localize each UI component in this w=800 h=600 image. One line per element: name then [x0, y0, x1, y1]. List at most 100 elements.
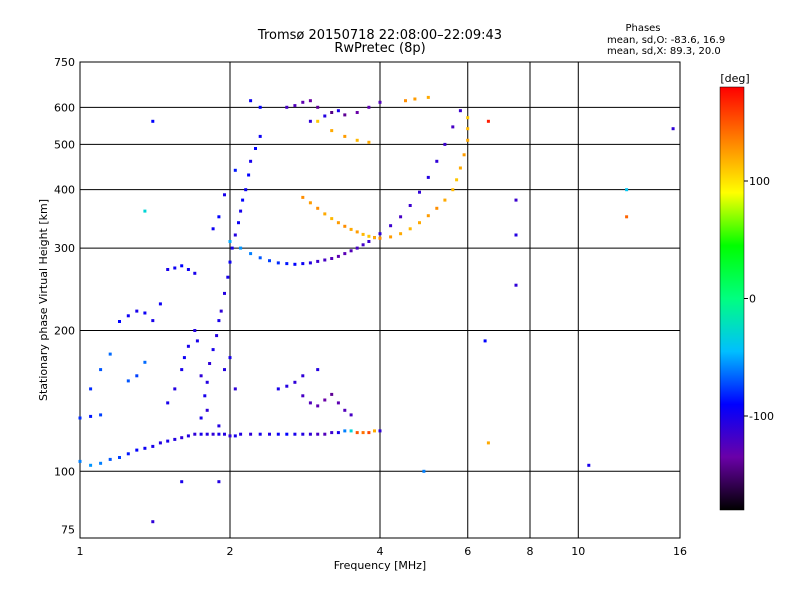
echo-point [330, 129, 334, 133]
stats-heading: Phases [625, 23, 660, 34]
echo-point [217, 424, 221, 428]
echo-point [193, 432, 197, 436]
echo-point [671, 127, 675, 131]
echo-point [435, 159, 439, 163]
echo-point [78, 459, 82, 463]
echo-point [195, 339, 199, 343]
echo-point [336, 401, 340, 405]
echo-point [239, 246, 243, 250]
echo-point [182, 356, 186, 360]
echo-point [99, 413, 103, 417]
x-tick-label: 1 [77, 545, 84, 558]
echo-point [373, 429, 376, 433]
echo-point [173, 266, 177, 270]
echo-point [223, 193, 226, 197]
echo-point [323, 432, 327, 436]
echo-point [89, 414, 93, 418]
y-tick-label: 100 [54, 465, 75, 478]
echo-point [378, 232, 382, 236]
echo-point [166, 439, 170, 443]
echo-point [316, 119, 320, 123]
echo-point [426, 95, 430, 99]
echo-point [230, 246, 234, 250]
echo-point [233, 168, 237, 172]
y-tick-label: 200 [54, 324, 75, 337]
echo-point [308, 432, 312, 436]
echo-point [268, 432, 271, 436]
echo-point [316, 206, 320, 210]
echo-point [135, 374, 139, 378]
echo-point [418, 221, 421, 225]
echo-point [355, 111, 359, 114]
echo-point [89, 387, 93, 391]
echo-point [151, 444, 155, 448]
phase-colorbar: [deg] 100 0 -100 [719, 72, 774, 511]
echo-point [308, 401, 312, 405]
echo-point [330, 392, 334, 396]
echo-point [228, 260, 232, 264]
echo-point [399, 215, 403, 219]
echo-point [151, 119, 155, 123]
echo-point [293, 432, 297, 436]
echo-point [323, 212, 327, 216]
echo-point [205, 432, 209, 436]
echo-point [422, 469, 426, 473]
echo-point [151, 520, 155, 524]
echo-point [316, 404, 320, 408]
echo-point [249, 432, 253, 436]
echo-point [199, 374, 203, 378]
echo-point [99, 461, 103, 465]
echo-point [308, 261, 312, 265]
echo-point [217, 432, 221, 436]
echo-point [349, 413, 353, 417]
echo-point [143, 209, 147, 213]
echo-point [223, 432, 226, 436]
echo-point [211, 348, 215, 352]
echo-point [514, 233, 518, 237]
echo-point [258, 432, 262, 436]
echo-point [330, 217, 334, 221]
echo-point [219, 309, 223, 313]
echo-point [349, 249, 353, 253]
echo-point [308, 99, 312, 103]
echo-point [276, 387, 280, 391]
echo-point [355, 138, 359, 142]
echo-point [193, 329, 197, 332]
echo-point [180, 368, 184, 372]
echo-point [237, 221, 240, 225]
echo-point [451, 125, 455, 129]
echo-point [466, 127, 470, 131]
echo-point [258, 134, 262, 138]
echo-point [367, 140, 371, 144]
colorbar-gradient [719, 86, 745, 511]
echo-point [336, 109, 340, 113]
x-tick-label: 16 [673, 545, 687, 558]
echo-point [233, 387, 237, 391]
echo-point [301, 100, 305, 104]
echo-point [244, 188, 248, 192]
echo-point [389, 235, 393, 239]
echo-point [143, 446, 147, 450]
echo-point [228, 240, 232, 243]
echo-point [211, 227, 215, 231]
y-tick-label: 500 [54, 138, 75, 151]
chart-title: Tromsø 20150718 22:08:00–22:09:43 [257, 28, 502, 43]
colorbar-ticks: 100 0 -100 [744, 175, 774, 423]
echo-point [343, 252, 347, 256]
echo-point [343, 429, 347, 433]
echo-point [435, 206, 439, 210]
echo-point [293, 104, 297, 108]
echo-point [99, 368, 103, 372]
echo-point [330, 431, 334, 435]
chart-subtitle: RwPretec (8p) [334, 41, 425, 56]
echo-point [143, 360, 147, 364]
echo-point [466, 116, 470, 120]
echo-point [217, 319, 221, 323]
echo-point [343, 224, 347, 228]
echo-point [514, 198, 518, 202]
echo-point [249, 99, 253, 103]
echo-point [186, 268, 190, 271]
echo-point [180, 436, 184, 440]
echo-point [316, 259, 320, 263]
